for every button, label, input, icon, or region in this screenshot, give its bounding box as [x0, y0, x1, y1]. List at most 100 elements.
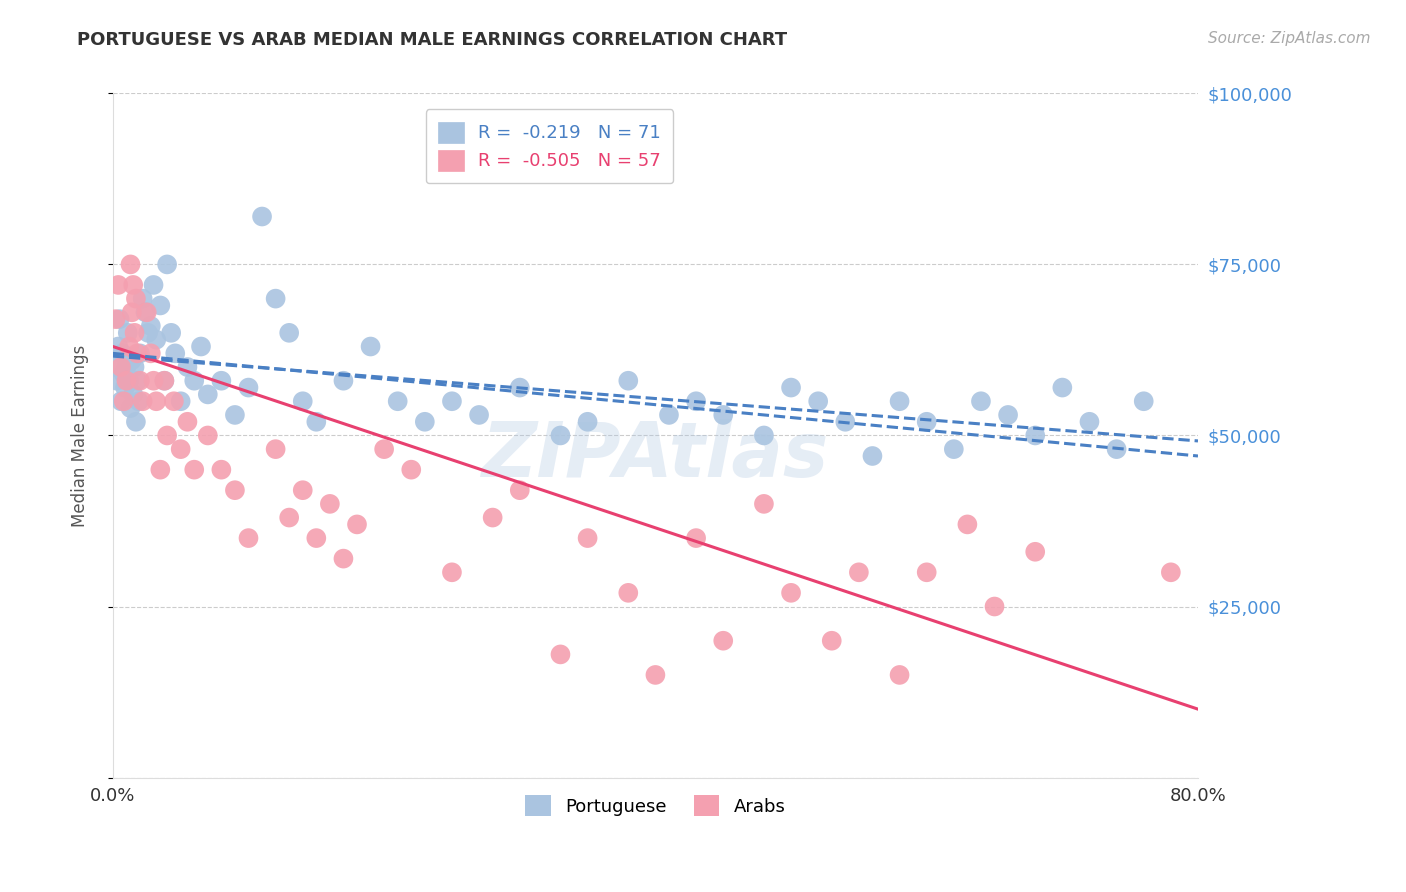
Point	[848, 566, 870, 580]
Point	[121, 305, 143, 319]
Text: PORTUGUESE VS ARAB MEDIAN MALE EARNINGS CORRELATION CHART: PORTUGUESE VS ARAB MEDIAN MALE EARNINGS …	[77, 31, 787, 49]
Point	[1078, 415, 1101, 429]
Point	[291, 394, 314, 409]
Point	[332, 374, 354, 388]
Point	[129, 346, 152, 360]
Point	[346, 517, 368, 532]
Point	[134, 305, 156, 319]
Point	[118, 339, 141, 353]
Point	[127, 346, 149, 360]
Text: ZIPAtlas: ZIPAtlas	[482, 419, 830, 493]
Point	[576, 531, 599, 545]
Point	[332, 551, 354, 566]
Point	[170, 442, 193, 457]
Point	[197, 428, 219, 442]
Point	[278, 510, 301, 524]
Point	[124, 326, 146, 340]
Point	[120, 401, 142, 416]
Point	[319, 497, 342, 511]
Point	[821, 633, 844, 648]
Point	[128, 394, 150, 409]
Point	[250, 210, 273, 224]
Point	[1052, 380, 1074, 394]
Point	[165, 346, 187, 360]
Point	[509, 483, 531, 498]
Point	[145, 333, 167, 347]
Point	[127, 374, 149, 388]
Point	[131, 292, 153, 306]
Point	[264, 442, 287, 457]
Point	[711, 408, 734, 422]
Point	[915, 566, 938, 580]
Point	[107, 339, 129, 353]
Point	[105, 374, 128, 388]
Point	[125, 292, 148, 306]
Point	[238, 380, 260, 394]
Point	[121, 353, 143, 368]
Point	[617, 374, 640, 388]
Point	[104, 312, 127, 326]
Point	[224, 408, 246, 422]
Point	[153, 374, 176, 388]
Point	[209, 463, 232, 477]
Y-axis label: Median Male Earnings: Median Male Earnings	[72, 344, 89, 526]
Point	[149, 298, 172, 312]
Point	[156, 428, 179, 442]
Point	[752, 497, 775, 511]
Point	[224, 483, 246, 498]
Point	[115, 374, 138, 388]
Point	[153, 374, 176, 388]
Point	[685, 394, 707, 409]
Point	[131, 394, 153, 409]
Point	[108, 312, 131, 326]
Point	[305, 531, 328, 545]
Point	[264, 292, 287, 306]
Point	[104, 359, 127, 374]
Point	[576, 415, 599, 429]
Point	[401, 463, 423, 477]
Point	[139, 346, 162, 360]
Point	[149, 463, 172, 477]
Point	[752, 428, 775, 442]
Point	[142, 374, 165, 388]
Point	[305, 415, 328, 429]
Point	[1132, 394, 1154, 409]
Point	[197, 387, 219, 401]
Legend: Portuguese, Arabs: Portuguese, Arabs	[519, 788, 793, 823]
Point	[942, 442, 965, 457]
Point	[617, 586, 640, 600]
Point	[862, 449, 884, 463]
Point	[387, 394, 409, 409]
Point	[550, 428, 572, 442]
Point	[550, 648, 572, 662]
Point	[889, 668, 911, 682]
Point	[291, 483, 314, 498]
Point	[112, 394, 135, 409]
Point	[685, 531, 707, 545]
Point	[1024, 428, 1046, 442]
Point	[915, 415, 938, 429]
Point	[997, 408, 1019, 422]
Point	[360, 339, 382, 353]
Point	[956, 517, 979, 532]
Point	[780, 380, 803, 394]
Point	[970, 394, 993, 409]
Point	[142, 277, 165, 292]
Point	[170, 394, 193, 409]
Point	[163, 394, 186, 409]
Point	[644, 668, 666, 682]
Point	[107, 277, 129, 292]
Point	[413, 415, 436, 429]
Point	[1105, 442, 1128, 457]
Point	[122, 277, 145, 292]
Point	[135, 305, 157, 319]
Point	[176, 415, 198, 429]
Point	[889, 394, 911, 409]
Point	[209, 374, 232, 388]
Point	[156, 257, 179, 271]
Point	[440, 566, 463, 580]
Point	[834, 415, 856, 429]
Point	[190, 339, 212, 353]
Point	[120, 257, 142, 271]
Point	[117, 326, 139, 340]
